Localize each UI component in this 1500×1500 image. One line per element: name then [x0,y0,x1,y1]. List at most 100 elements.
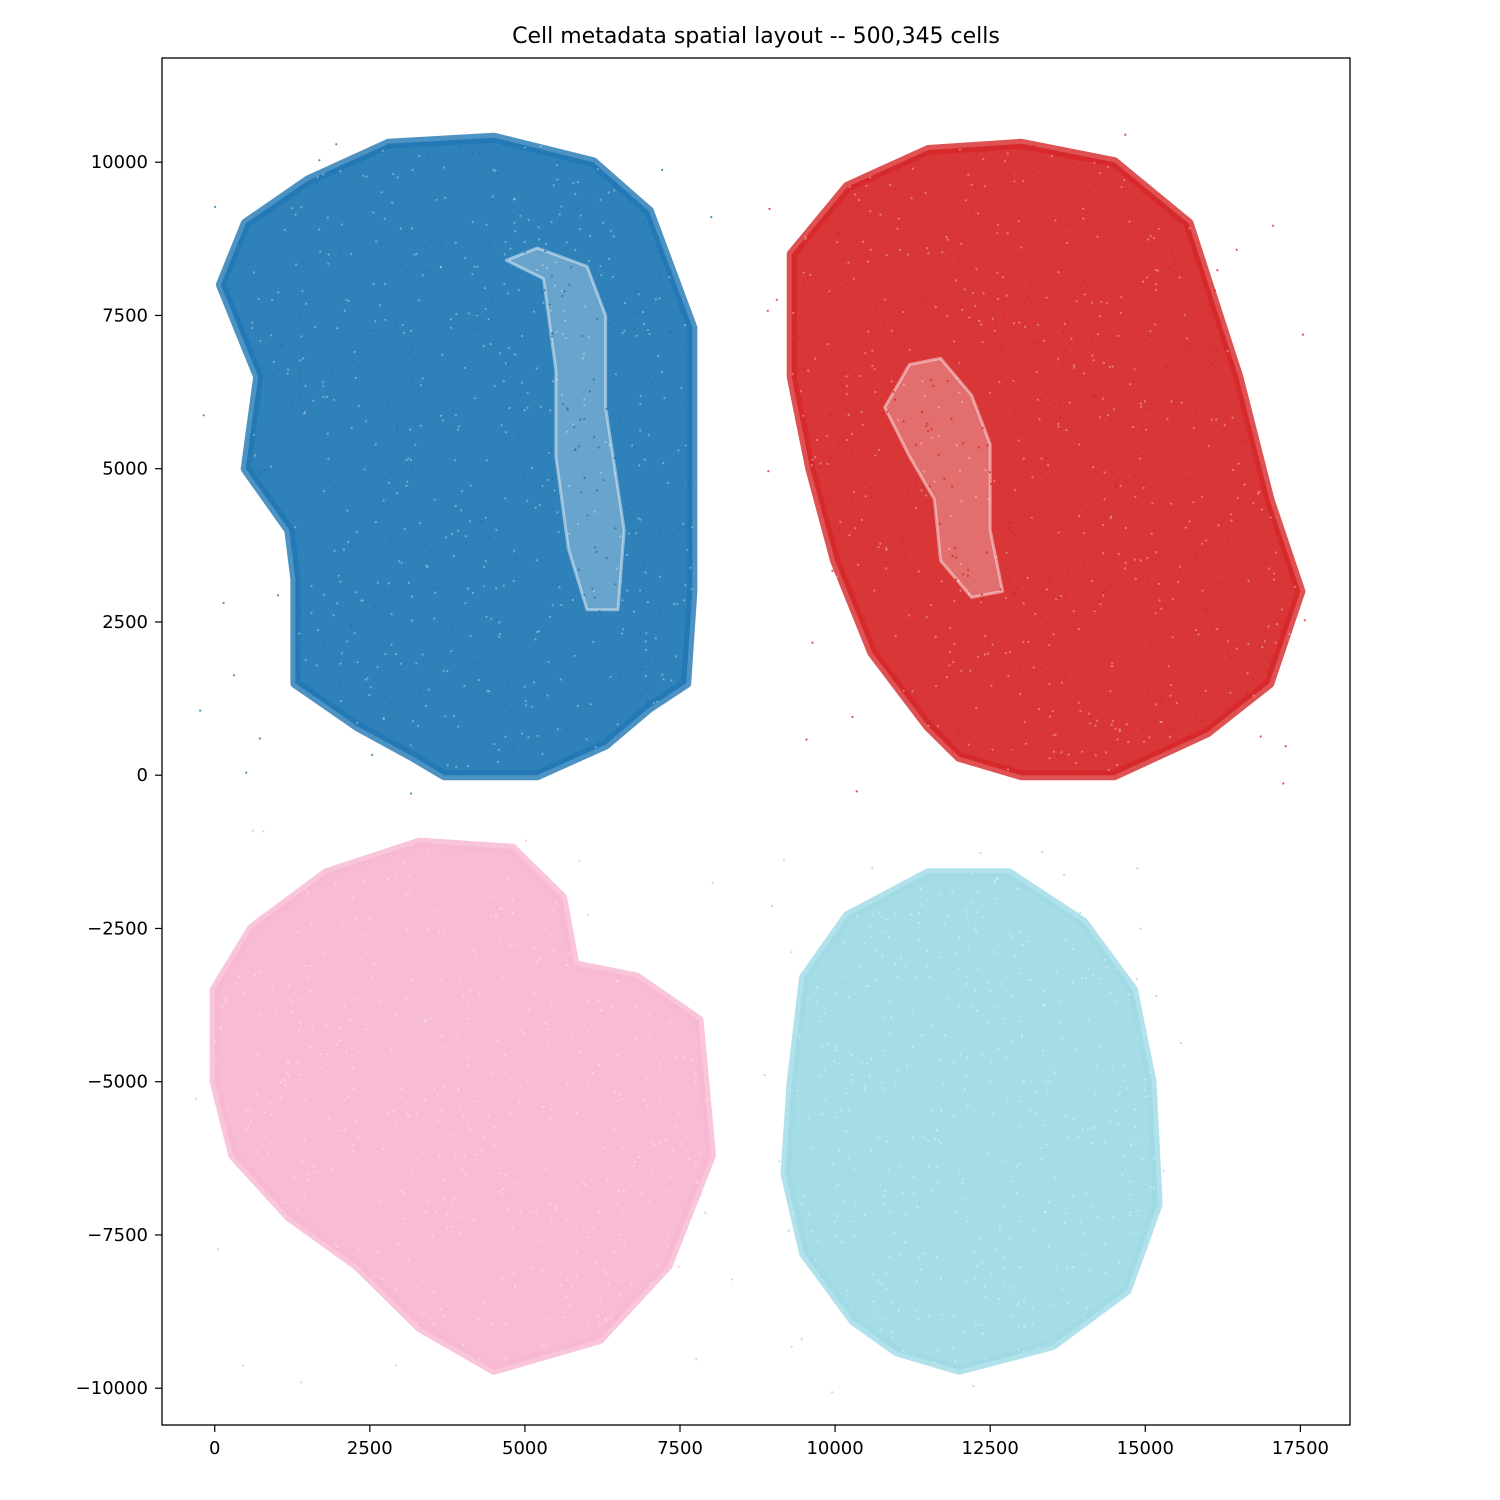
series-0-point [467,312,471,315]
series-0-point [593,596,596,599]
series-3-point [919,916,922,919]
series-0-point [684,324,687,327]
series-0-point [634,290,638,293]
series-1-point [1075,300,1078,303]
series-0-point [645,541,648,544]
series-3-point [858,966,861,969]
series-1-point [913,613,917,616]
series-3-point [1007,1186,1011,1189]
series-1-point [882,320,886,323]
series-3-point [966,1104,970,1107]
series-1-point [1001,174,1005,177]
series-3-point [865,1027,869,1030]
series-0-point [492,168,495,171]
series-0-point [523,281,526,284]
series-2-point [297,931,300,934]
series-1-point [960,305,963,308]
series-3-point [1129,1180,1132,1183]
series-1-point [951,273,954,276]
series-3-point [1085,1083,1088,1086]
series-2-point [509,1281,512,1284]
series-0-point [637,533,640,537]
series-0-point [301,643,304,646]
series-1-point [1050,154,1053,158]
series-2-point [442,1205,445,1208]
series-2-point [225,996,228,1000]
series-1-point [851,452,854,455]
series-0-point [522,145,525,148]
series-0-point [607,322,611,326]
series-1-point [884,266,887,269]
series-2-point [210,1241,213,1245]
series-3-point [1002,1284,1005,1287]
series-2-point [703,1174,706,1177]
series-0-point [526,406,529,409]
series-0-point [299,393,302,396]
series-0-point [676,602,679,606]
series-0-point [607,345,610,348]
series-1-point [990,482,993,486]
series-1-point [967,593,970,596]
series-2-point [563,1244,567,1247]
series-0-point [333,549,336,553]
series-1-point [1001,637,1004,640]
series-0-point [315,181,318,184]
series-0-point [673,602,676,606]
series-1-point [956,727,959,730]
series-2-point [696,1053,700,1056]
series-1-point [1114,487,1117,490]
series-1-point [1046,484,1049,487]
series-0-point [573,425,576,429]
series-2-point [634,1043,637,1046]
series-0-point [598,610,601,613]
series-2-point [542,1105,545,1108]
series-1-point [959,589,962,592]
series-3-point [1067,1302,1070,1305]
series-2-point [279,1108,282,1111]
series-0-point [647,658,650,661]
series-0-point [485,615,488,619]
series-2-point [674,1055,677,1058]
series-1-point [1076,461,1079,464]
series-2-point [337,879,340,882]
series-2-point [462,1115,465,1119]
series-2-point [390,1049,393,1052]
series-2-point [336,1246,339,1249]
series-0-point [587,627,591,630]
x-tick-label: 7500 [657,1438,703,1459]
series-1-point [1158,493,1161,496]
series-2-point [554,1205,557,1208]
series-1-point [970,183,973,186]
series-0-point [446,670,449,673]
series-0-point [701,264,704,267]
series-3-point [1020,1034,1024,1037]
series-2-point [493,1259,496,1262]
series-2-point [513,943,516,946]
series-3-point [856,1106,859,1109]
series-2-point [600,1117,603,1120]
series-0-point [541,379,544,382]
series-1-point [930,603,933,607]
series-2-point [509,1192,513,1195]
series-2-point [310,1219,313,1222]
series-0-point [667,331,670,334]
series-3-point [935,1129,938,1132]
series-1-point [867,330,870,333]
series-2-point [306,1179,310,1182]
series-1-point [896,443,899,446]
series-2-point [538,973,542,976]
series-1-point [852,277,855,280]
series-1-point [980,598,983,601]
series-1-point [893,398,897,401]
series-1-point [1170,728,1173,731]
series-3-point [1079,911,1082,915]
series-3-point [871,930,874,933]
series-2-point [598,1321,601,1324]
series-2-point [403,851,406,854]
series-2-point [434,1210,437,1213]
series-3-point [809,1197,812,1200]
series-0-point [504,497,507,500]
series-2-point [510,993,514,996]
series-0-point [409,458,413,461]
series-0-point [415,496,418,499]
